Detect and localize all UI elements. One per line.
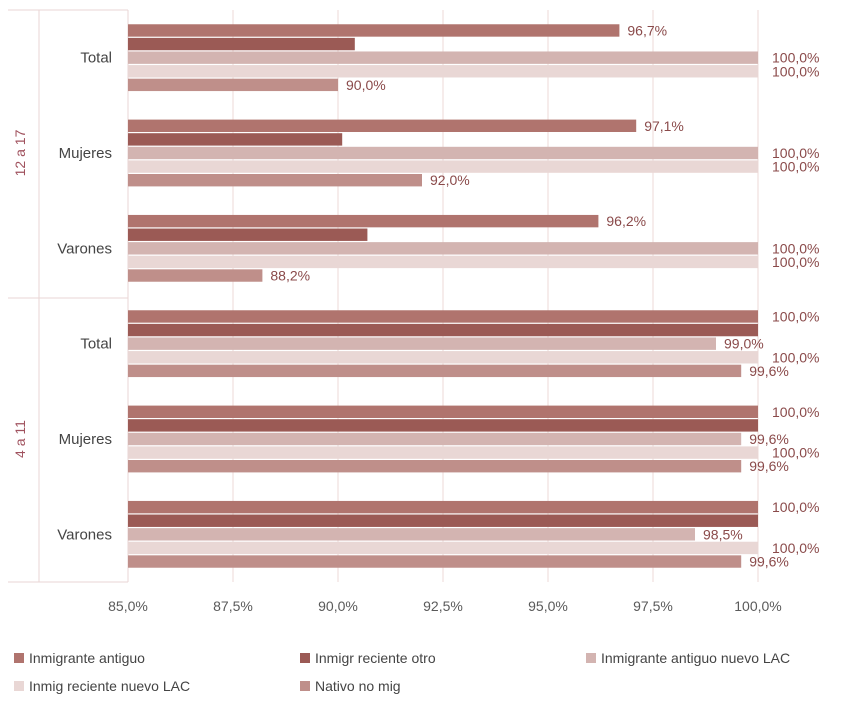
data-label: 88,2% [270,268,310,284]
data-label: 100,0% [772,50,819,66]
data-label: 99,6% [749,363,789,379]
bar [128,174,422,187]
category-label: Mujeres [59,145,112,162]
bar [128,269,263,282]
legend-label: Nativo no mig [315,678,401,694]
category-label: Total [80,50,112,67]
data-label: 100,0% [772,240,819,256]
category-label: Varones [57,526,112,543]
bar [128,133,343,146]
bar [128,351,758,364]
data-label: 100,0% [772,540,819,556]
bar [128,432,742,446]
category-label: Mujeres [59,431,112,448]
data-label: 100,0% [772,308,819,324]
data-label: 99,6% [749,554,789,570]
category-label: Total [80,336,112,353]
legend-label: Inmigrante antiguo [29,650,145,666]
data-label: 97,1% [644,118,684,134]
x-tick-label: 97,5% [633,598,673,614]
legend-label: Inmigr reciente otro [315,650,436,666]
data-label: 99,0% [724,336,764,352]
bar [128,310,758,323]
bar [128,460,742,473]
data-label: 100,0% [772,445,819,461]
data-label: 92,0% [430,172,470,188]
bar [128,242,758,255]
legend-label: Inmig reciente nuevo LAC [29,678,190,694]
bar [128,419,758,432]
bar [128,446,758,459]
bar [128,337,716,350]
bar [128,514,758,527]
bar [128,405,758,418]
data-label: 96,7% [627,22,667,38]
bar [128,214,599,228]
category-label: Varones [57,240,112,257]
data-label: 100,0% [772,499,819,515]
group-label: 4 a 11 [12,420,28,458]
data-label: 100,0% [772,254,819,270]
data-label: 100,0% [772,63,819,79]
data-label: 99,6% [749,431,789,447]
legend-swatch [300,653,310,663]
data-label: 99,6% [749,458,789,474]
data-label: 100,0% [772,404,819,420]
bar [128,500,758,514]
bar [128,528,695,541]
bar [128,24,620,37]
bar [128,51,758,64]
x-tick-label: 92,5% [423,598,463,614]
bar [128,364,742,378]
bar [128,555,742,568]
data-label: 96,2% [606,213,646,229]
legend-swatch [14,681,24,691]
bar [128,65,758,78]
legend-label: Inmigrante antiguo nuevo LAC [601,650,790,666]
legend-swatch [14,653,24,663]
bar [128,228,368,241]
x-tick-label: 90,0% [318,598,358,614]
bar [128,323,758,337]
legend-swatch [586,653,596,663]
x-tick-label: 87,5% [213,598,253,614]
bar [128,119,637,132]
bar [128,255,758,269]
x-tick-label: 95,0% [528,598,568,614]
data-label: 100,0% [772,145,819,161]
legend-swatch [300,681,310,691]
x-tick-label: 100,0% [734,598,781,614]
data-label: 100,0% [772,349,819,365]
data-label: 90,0% [346,77,386,93]
data-label: 100,0% [772,159,819,175]
bar [128,37,355,51]
bar [128,160,758,173]
bar [128,541,758,555]
bar [128,146,758,160]
bar [128,78,338,92]
group-label: 12 a 17 [12,129,28,176]
data-label: 98,5% [703,526,743,542]
x-tick-label: 85,0% [108,598,148,614]
